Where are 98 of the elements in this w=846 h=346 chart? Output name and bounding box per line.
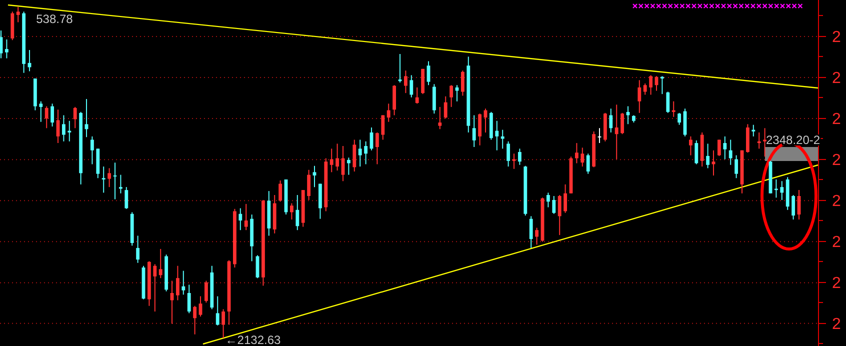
candlestick: [734, 154, 738, 179]
candlestick: [438, 106, 442, 130]
candlestick: [307, 169, 311, 200]
text: 2: [832, 316, 841, 333]
candlestick: [444, 96, 448, 120]
candlestick: [694, 140, 698, 165]
annotation: ←2132.63: [225, 333, 282, 346]
candlestick: [392, 84, 396, 116]
candlestick: [170, 280, 174, 324]
candlestick: [649, 74, 653, 96]
candlestick: [124, 186, 128, 210]
candlestick: [296, 194, 300, 231]
candlestick: [386, 103, 390, 122]
candlestick: [432, 84, 436, 114]
candlestick: [763, 128, 767, 158]
candlestick: [780, 180, 784, 200]
candlestick: [574, 142, 578, 164]
candlestick: [529, 216, 533, 248]
candlestick: [16, 6, 20, 23]
candlestick: [336, 143, 340, 172]
candlestick: [546, 192, 550, 208]
candlestick: [158, 248, 162, 279]
candlestick: [717, 139, 721, 156]
candlestick: [672, 100, 676, 118]
candlestick: [564, 184, 568, 214]
text: 2: [832, 193, 841, 210]
candlestick: [614, 104, 618, 160]
candlestick: [643, 82, 647, 96]
candlestick: [278, 180, 282, 202]
text: 2: [832, 70, 841, 87]
candlestick: [558, 194, 562, 236]
candlestick: [774, 178, 778, 198]
candlestick: [381, 114, 385, 140]
candlestick: [472, 114, 476, 148]
candlestick: [375, 132, 379, 165]
candlestick: [706, 143, 710, 169]
candlestick: [506, 140, 510, 168]
candlestick: [136, 235, 140, 264]
candlestick: [222, 308, 226, 338]
candlestick: [495, 120, 499, 151]
candlestick: [580, 147, 584, 168]
candlestick: [187, 284, 191, 314]
candlestick: [44, 106, 48, 129]
candlestick: [50, 103, 54, 127]
candlestick: [666, 91, 670, 114]
text: 2: [832, 29, 841, 46]
candlestick: [108, 168, 112, 188]
candlestick: [244, 203, 248, 231]
candlestick: [518, 148, 522, 166]
candlestick: [364, 140, 368, 165]
candlestick: [312, 165, 316, 188]
candlestick: [450, 84, 454, 108]
candlestick: [193, 305, 197, 335]
candlestick: [0, 30, 3, 59]
candlestick: [552, 196, 556, 214]
candlestick: [688, 136, 692, 156]
candlestick: [723, 136, 727, 160]
candlestick: [415, 86, 419, 104]
candlestick: [535, 227, 539, 246]
candlestick: [182, 270, 186, 296]
candlestick: [478, 113, 482, 146]
candlestick: [62, 114, 66, 142]
candlestick: [39, 100, 43, 122]
candlestick: [73, 106, 77, 129]
candlestick: [216, 296, 220, 326]
candlestick: [346, 157, 350, 176]
candlestick: [404, 70, 408, 94]
candlestick: [460, 70, 464, 96]
annotation: 538.78: [36, 12, 74, 26]
candlestick: [68, 120, 72, 142]
candlestick: [118, 174, 122, 194]
candlestick: [678, 112, 682, 126]
candlestick: [638, 80, 642, 114]
candlestick: [102, 166, 106, 194]
text: 2: [832, 234, 841, 251]
candlestick: [660, 76, 664, 95]
text: 2: [832, 152, 841, 169]
candlestick: [90, 136, 94, 165]
candlestick: [728, 139, 732, 166]
candlestick: [792, 194, 796, 220]
candlestick: [153, 264, 157, 312]
candlestick: [609, 108, 613, 133]
candlestick: [586, 153, 590, 174]
candlestick: [290, 202, 294, 220]
text: 2: [832, 275, 841, 292]
candlestick: [204, 280, 208, 304]
candlestick: [752, 124, 756, 137]
candlestick: [198, 296, 202, 317]
candlestick: [757, 132, 761, 150]
candlestick: [352, 139, 356, 172]
candlestick: [410, 74, 414, 98]
candlestick: [176, 265, 180, 301]
candlestick: [238, 208, 242, 231]
candlestick: [330, 148, 334, 173]
candlestick: [4, 38, 8, 59]
text: 2: [832, 111, 841, 128]
candlestick: [620, 112, 624, 135]
candlestick: [358, 139, 362, 168]
